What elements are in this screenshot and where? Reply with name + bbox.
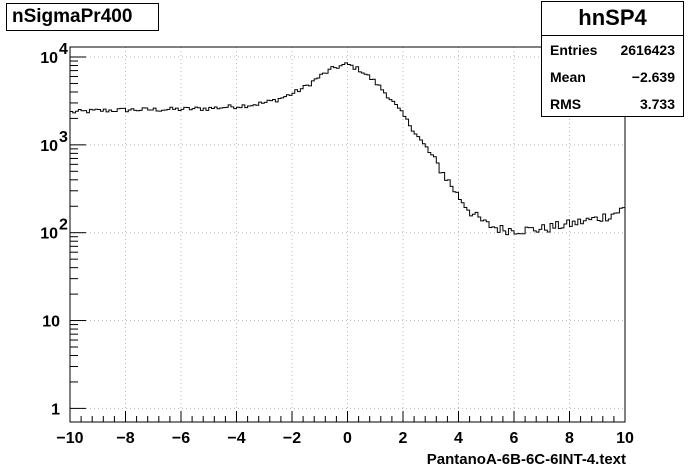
x-tick-label: −2 <box>283 430 301 447</box>
histogram-series <box>70 62 625 236</box>
stats-label: Entries <box>550 42 598 58</box>
stats-row-mean: Mean −2.639 <box>542 63 683 90</box>
x-tick-label: 2 <box>399 430 408 447</box>
x-tick-label: 6 <box>510 430 519 447</box>
x-tick-label: 4 <box>454 430 463 447</box>
stats-value: −2.639 <box>631 69 675 85</box>
y-tick-label: 10 <box>40 50 58 67</box>
stats-label: RMS <box>550 96 582 112</box>
grid-lines <box>70 47 625 422</box>
stats-row-rms: RMS 3.733 <box>542 90 683 117</box>
x-tick-label: −8 <box>116 430 134 447</box>
stats-label: Mean <box>550 69 586 85</box>
y-tick-exponent: 3 <box>59 129 68 146</box>
x-tick-label: 10 <box>616 430 634 447</box>
stats-row-entries: Entries 2616423 <box>542 36 683 63</box>
y-tick-label: 10 <box>40 226 58 243</box>
y-tick-exponent: 4 <box>59 41 68 58</box>
x-tick-label: −10 <box>56 430 83 447</box>
stats-box: hnSP4 Entries 2616423 Mean −2.639 RMS 3.… <box>541 1 684 117</box>
stats-value: 3.733 <box>639 96 675 112</box>
y-tick-exponent: 2 <box>59 217 68 234</box>
x-axis-label: PantanoA-6B-6C-6INT-4.text <box>426 451 626 468</box>
stats-title: hnSP4 <box>542 2 683 36</box>
plot-title: nSigmaPr400 <box>6 3 159 31</box>
x-tick-label: −4 <box>227 430 245 447</box>
y-tick-label: 1 <box>51 401 60 418</box>
x-tick-label: −6 <box>172 430 190 447</box>
y-tick-label: 10 <box>42 314 60 331</box>
x-tick-label: 0 <box>343 430 352 447</box>
stats-value: 2616423 <box>620 42 675 58</box>
x-tick-label: 8 <box>565 430 574 447</box>
y-tick-label: 10 <box>40 138 58 155</box>
